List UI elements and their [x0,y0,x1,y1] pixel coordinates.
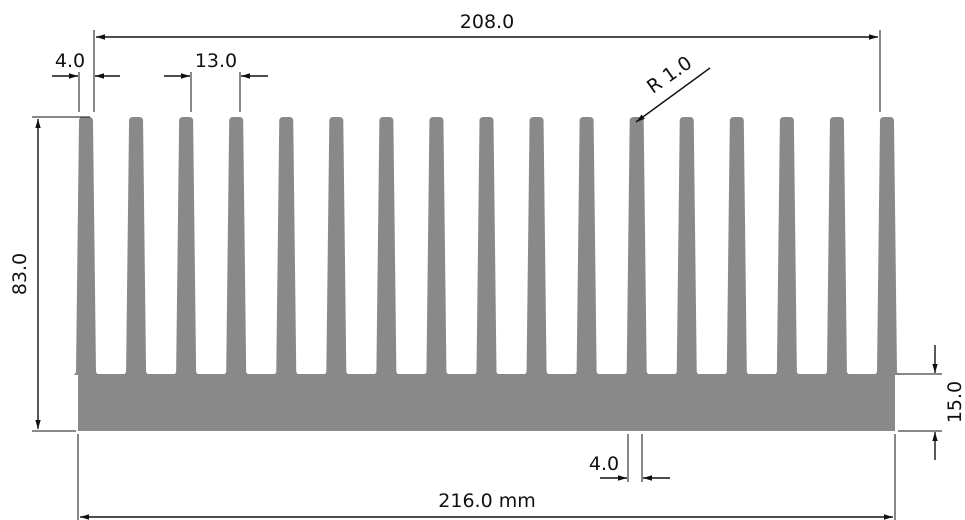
dim-tip-radius: R 1.0 [635,52,711,123]
fin [674,117,699,375]
fin [74,117,98,375]
fin [274,117,299,375]
fin [324,117,349,375]
heatsink-base [78,374,895,431]
dim-fin-span: 208.0 [93,11,881,112]
fin [774,117,799,375]
dim-fin-gap: 4.0 [589,434,670,482]
fin [574,117,599,375]
dim-base-thickness: 15.0 [898,345,965,460]
dim-height: 83.0 [9,116,90,432]
heatsink-profile [74,117,899,431]
dim-fin-gap-label: 4.0 [589,453,619,475]
dim-total-width-label: 216.0 mm [438,490,535,512]
fin [474,117,499,375]
fin [524,117,549,375]
dim-total-width: 216.0 mm [77,434,896,520]
dim-base-thickness-label: 15.0 [944,381,965,423]
fin [824,117,849,375]
dim-fin-pitch-label: 13.0 [195,50,237,72]
fin [224,117,249,375]
fin [374,117,399,375]
fin [624,117,649,375]
fin [875,117,899,375]
fin [724,117,749,375]
fin [174,117,199,375]
dim-tip-radius-label: R 1.0 [643,52,696,98]
dim-fin-pitch: 13.0 [164,50,268,112]
dim-fin-thickness-label: 4.0 [55,50,85,72]
fin [424,117,449,375]
fin [124,117,149,375]
dim-fin-span-label: 208.0 [460,11,514,33]
dim-height-label: 83.0 [9,253,31,295]
dim-fin-thickness: 4.0 [52,50,120,112]
